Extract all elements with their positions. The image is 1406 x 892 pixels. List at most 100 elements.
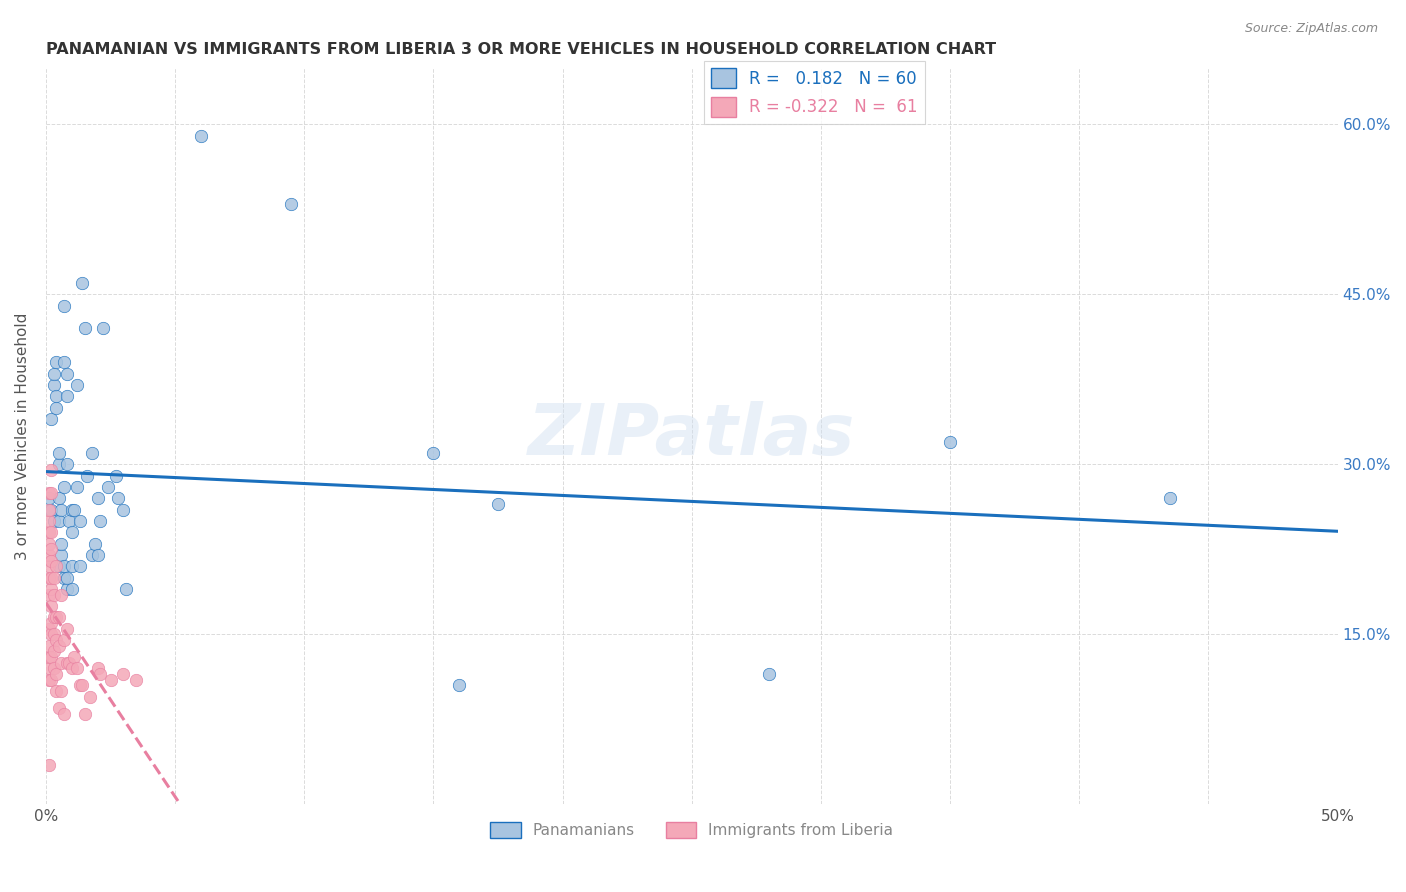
Point [38, 588, 60, 602]
Point [38, 661, 60, 675]
Point [280, 196, 302, 211]
Point [486, 497, 509, 511]
Point [55, 622, 77, 636]
Point [79, 690, 101, 704]
Point [48, 559, 70, 574]
Point [39, 412, 62, 426]
Point [112, 502, 135, 516]
Point [66, 378, 89, 392]
Point [66, 480, 89, 494]
Point [45, 559, 67, 574]
Point [42, 514, 65, 528]
Point [69, 559, 91, 574]
Point [38, 673, 60, 687]
Point [38, 639, 60, 653]
Point [38, 757, 60, 772]
Point [53, 559, 76, 574]
Point [38, 491, 60, 506]
Point [38, 559, 60, 574]
Point [66, 661, 89, 675]
Point [82, 446, 104, 460]
Point [45, 355, 67, 369]
Point [69, 514, 91, 528]
Point [60, 502, 83, 516]
Point [89, 514, 111, 528]
Text: ZIPatlas: ZIPatlas [529, 401, 855, 470]
Point [100, 673, 122, 687]
Point [76, 468, 98, 483]
Point [51, 588, 73, 602]
Point [55, 389, 77, 403]
Point [42, 661, 65, 675]
Point [38, 525, 60, 540]
Point [82, 548, 104, 562]
Point [89, 667, 111, 681]
Legend: Panamanians, Immigrants from Liberia: Panamanians, Immigrants from Liberia [484, 816, 900, 845]
Point [115, 582, 138, 596]
Point [45, 632, 67, 647]
Point [51, 548, 73, 562]
Point [58, 514, 80, 528]
Point [38, 502, 60, 516]
Point [73, 706, 96, 721]
Point [86, 548, 108, 562]
Point [86, 661, 108, 675]
Point [97, 480, 120, 494]
Point [42, 571, 65, 585]
Point [39, 554, 62, 568]
Point [190, 128, 212, 143]
Point [63, 650, 86, 665]
Point [48, 610, 70, 624]
Point [39, 485, 62, 500]
Point [38, 514, 60, 528]
Point [939, 434, 962, 449]
Point [45, 667, 67, 681]
Point [51, 536, 73, 550]
Point [60, 661, 83, 675]
Point [55, 367, 77, 381]
Point [39, 599, 62, 613]
Point [39, 627, 62, 641]
Y-axis label: 3 or more Vehicles in Household: 3 or more Vehicles in Household [15, 312, 30, 559]
Point [112, 667, 135, 681]
Point [91, 321, 114, 335]
Point [70, 678, 93, 692]
Point [86, 491, 108, 506]
Point [38, 650, 60, 665]
Point [48, 514, 70, 528]
Point [39, 673, 62, 687]
Point [42, 610, 65, 624]
Point [39, 542, 62, 557]
Point [48, 701, 70, 715]
Point [42, 588, 65, 602]
Point [45, 401, 67, 415]
Point [42, 378, 65, 392]
Point [1159, 491, 1181, 506]
Point [63, 502, 86, 516]
Point [45, 389, 67, 403]
Text: PANAMANIAN VS IMMIGRANTS FROM LIBERIA 3 OR MORE VEHICLES IN HOUSEHOLD CORRELATIO: PANAMANIAN VS IMMIGRANTS FROM LIBERIA 3 … [46, 42, 995, 57]
Point [449, 678, 471, 692]
Point [51, 684, 73, 698]
Point [42, 644, 65, 658]
Point [39, 571, 62, 585]
Point [125, 673, 148, 687]
Point [53, 632, 76, 647]
Point [60, 525, 83, 540]
Point [48, 458, 70, 472]
Point [45, 684, 67, 698]
Point [39, 582, 62, 596]
Point [38, 548, 60, 562]
Point [58, 656, 80, 670]
Point [48, 491, 70, 506]
Point [60, 582, 83, 596]
Point [53, 299, 76, 313]
Point [38, 485, 60, 500]
Point [39, 650, 62, 665]
Point [53, 355, 76, 369]
Point [55, 582, 77, 596]
Point [45, 610, 67, 624]
Point [48, 446, 70, 460]
Point [107, 491, 129, 506]
Point [53, 706, 76, 721]
